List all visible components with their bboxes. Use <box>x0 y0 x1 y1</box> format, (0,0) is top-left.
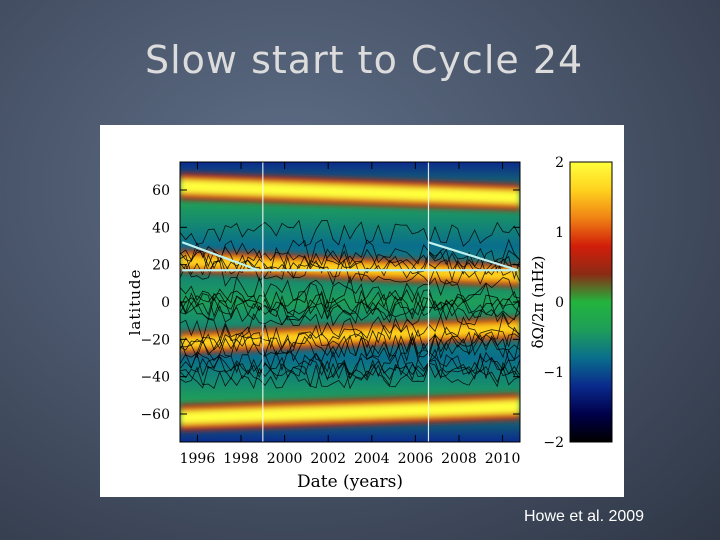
heatmap-band-core <box>180 179 520 204</box>
contour-line <box>180 352 520 380</box>
y-axis-label: latitude <box>126 269 144 336</box>
y-tick-label: −40 <box>140 370 170 386</box>
heatmap-band-core <box>180 400 520 425</box>
x-tick-label: 2004 <box>354 451 390 467</box>
slide-title: Slow start to Cycle 24 <box>145 38 584 82</box>
contour-line <box>180 238 520 266</box>
vertical-markers <box>262 162 430 442</box>
colorbar-label: δΩ/2π (nHz) <box>529 255 547 348</box>
guide-lines <box>181 241 519 272</box>
figure-panel: 1996 1998 2000 2002 2004 2006 2008 2010 60 40 20 0… <box>100 125 624 497</box>
contour-line <box>180 246 520 274</box>
colorbar-tick-label: 0 <box>555 295 564 311</box>
colorbar-tick-label: −1 <box>543 365 564 381</box>
y-tick-label: −20 <box>140 332 170 348</box>
contour-line <box>180 296 520 323</box>
colorbar <box>569 161 613 443</box>
contour-line <box>180 219 520 247</box>
contour-lines <box>180 219 520 390</box>
x-tick-label: 2010 <box>485 451 521 467</box>
y-axis-ticks: 60 40 20 0 −20 −40 −60 <box>140 183 520 423</box>
x-tick-label: 2000 <box>267 451 303 467</box>
contour-line <box>180 292 520 321</box>
x-tick-label: 1996 <box>180 451 216 467</box>
x-tick-label: 2006 <box>398 451 434 467</box>
x-tick-label: 2008 <box>441 451 477 467</box>
x-tick-label: 2002 <box>310 451 346 467</box>
x-axis-label: Date (years) <box>297 472 403 492</box>
x-axis-ticks: 1996 1998 2000 2002 2004 2006 2008 2010 <box>180 162 521 467</box>
contour-line <box>180 360 520 390</box>
y-tick-label: 0 <box>161 295 170 311</box>
contour-line <box>180 361 520 390</box>
contour-line <box>180 348 520 376</box>
colorbar-tick-label: 2 <box>555 155 564 171</box>
contour-line <box>180 331 520 360</box>
y-tick-label: −60 <box>140 407 170 423</box>
y-tick-label: 60 <box>152 183 170 199</box>
contour-line <box>180 331 520 359</box>
chart: 1996 1998 2000 2002 2004 2006 2008 2010 6040200… <box>126 155 613 492</box>
x-tick-label: 1998 <box>223 451 259 467</box>
y-tick-label: 20 <box>152 258 170 274</box>
guide-line <box>428 241 519 272</box>
colorbar-tick-label: −2 <box>543 435 564 451</box>
colorbar-ticks: 2 1 0 −1 −2 <box>543 155 564 451</box>
heatmap <box>180 162 520 442</box>
colorbar-tick-label: 1 <box>555 225 564 241</box>
citation: Howe et al. 2009 <box>524 508 645 525</box>
guide-line <box>181 241 259 272</box>
y-tick-label: 40 <box>152 220 170 236</box>
contour-line <box>180 312 520 341</box>
